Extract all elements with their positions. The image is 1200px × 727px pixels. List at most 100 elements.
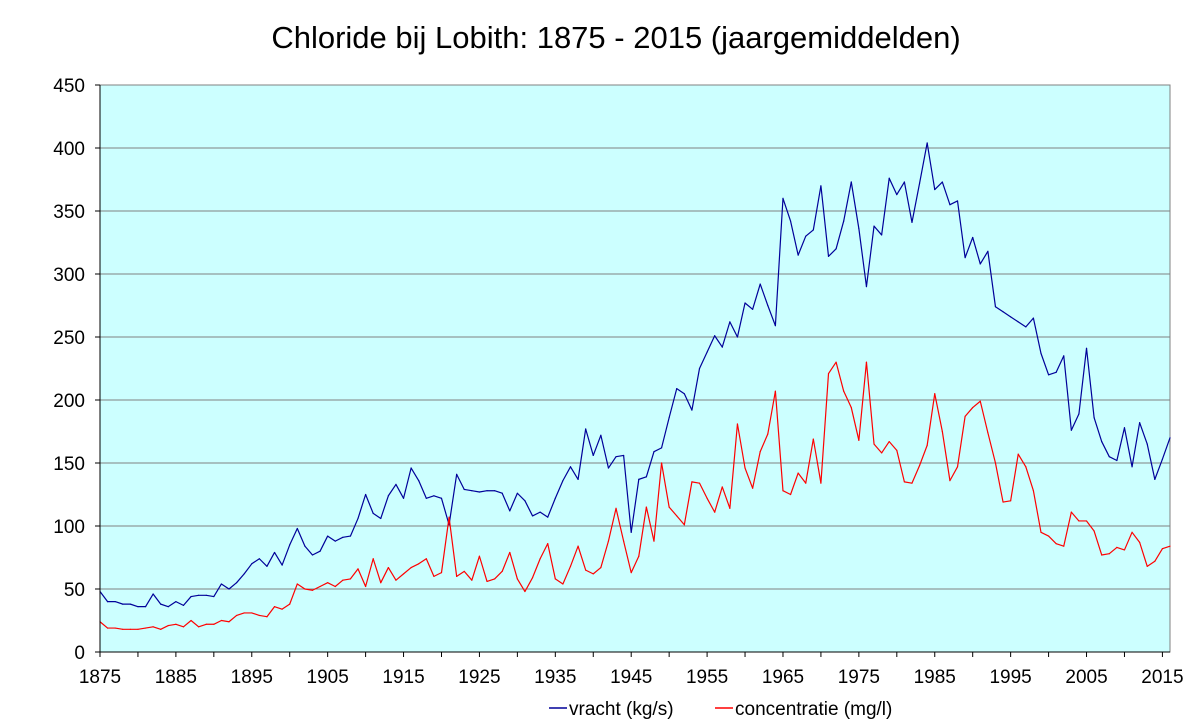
series-1-segment — [865, 361, 875, 445]
y-tick-label: 350 — [53, 202, 85, 223]
series-0-segment — [577, 428, 587, 480]
series-0-segment — [698, 351, 708, 370]
series-1-segment — [638, 506, 647, 557]
series-0-segment — [1032, 317, 1042, 354]
series-0-segment — [1123, 427, 1133, 468]
series-1-segment — [721, 486, 731, 509]
series-1-segment — [683, 481, 693, 526]
series-1-segment — [888, 440, 898, 451]
series-1-segment — [380, 566, 389, 584]
series-0-segment — [592, 434, 602, 457]
series-0-segment — [365, 493, 374, 515]
series-1-segment — [281, 603, 291, 610]
series-0-segment — [357, 493, 367, 520]
series-1-segment — [509, 551, 518, 580]
series-0-segment — [683, 393, 693, 411]
legend-label: concentratie (mg/l) — [735, 699, 892, 720]
series-0-segment — [1078, 347, 1088, 415]
y-tick-label: 400 — [53, 139, 85, 160]
series-1-segment — [903, 481, 913, 484]
series-0-segment — [129, 603, 139, 608]
series-1-segment — [137, 627, 147, 630]
series-1-segment — [562, 565, 572, 585]
series-1-segment — [881, 440, 890, 454]
series-1-segment — [569, 545, 579, 567]
series-0-segment — [144, 593, 154, 608]
series-0-segment — [304, 545, 314, 556]
plot-area — [99, 84, 1171, 653]
series-0-segment — [319, 535, 329, 552]
series-1-segment — [365, 558, 374, 588]
series-1-segment — [820, 372, 830, 484]
series-1-segment — [319, 582, 329, 588]
series-1-segment — [334, 579, 344, 588]
y-tick-label: 0 — [74, 643, 85, 664]
series-1-segment — [1093, 530, 1103, 556]
series-1-segment — [182, 619, 192, 628]
series-1-segment — [873, 443, 883, 454]
series-0-segment — [258, 558, 268, 567]
series-0-segment — [160, 603, 169, 608]
series-1-segment — [190, 619, 200, 628]
series-1-segment — [585, 569, 594, 575]
series-1-segment — [577, 545, 587, 571]
series-1-segment — [1025, 466, 1035, 492]
series-1-segment — [858, 361, 868, 441]
series-1-segment — [1017, 453, 1027, 468]
series-1-segment — [433, 572, 443, 578]
series-1-segment — [600, 540, 610, 569]
series-0-segment — [251, 558, 260, 565]
series-1-segment — [729, 423, 739, 509]
series-0-segment — [873, 225, 883, 236]
x-tick-label: 1915 — [382, 667, 424, 688]
x-tick-label: 1905 — [307, 667, 349, 688]
grid-lines — [100, 147, 1170, 590]
series-0-segment — [190, 594, 200, 598]
x-tick-label: 1935 — [534, 667, 576, 688]
series-0-segment — [456, 473, 465, 491]
series-0-segment — [213, 583, 223, 598]
series-1-segment — [812, 438, 822, 484]
series-0-segment — [1063, 355, 1072, 431]
series-0-segment — [349, 517, 359, 537]
series-1-segment — [198, 623, 207, 628]
series-0-segment — [1040, 352, 1050, 376]
x-tick-label: 2015 — [1141, 667, 1183, 688]
series-1-segment — [918, 444, 928, 467]
series-0-segment — [623, 454, 632, 533]
series-1-segment — [1108, 546, 1118, 555]
legend: vracht (kg/s) concentratie (mg/l) — [549, 699, 892, 720]
series-1-segment — [630, 555, 640, 574]
series-0-segment — [531, 511, 541, 517]
series-1-segment — [160, 624, 169, 630]
series-0-segment — [752, 283, 761, 310]
series-1-segment — [1040, 531, 1050, 537]
series-1-segment — [782, 490, 792, 496]
series-1-segment — [1146, 560, 1156, 567]
series-0-segment — [691, 367, 701, 411]
series-1-segment — [296, 583, 306, 590]
series-0-segment — [1146, 443, 1156, 480]
series-1-segment — [714, 486, 723, 513]
series-0-segment — [205, 594, 215, 598]
series-1-segment — [1131, 531, 1141, 543]
series-0-segment — [289, 527, 298, 546]
series-1-segment — [759, 433, 769, 453]
series-1-segment — [1070, 511, 1080, 522]
series-1-segment — [691, 481, 701, 484]
series-1-segment — [1123, 531, 1133, 551]
series-0-segment — [167, 600, 177, 608]
series-1-segment — [1154, 548, 1164, 562]
series-0-segment — [1002, 311, 1012, 318]
series-0-segment — [767, 304, 776, 327]
series-1-segment — [805, 438, 814, 484]
series-1-segment — [425, 558, 435, 578]
series-0-segment — [1047, 371, 1057, 376]
series-1-segment — [1047, 535, 1057, 545]
series-0-segment — [273, 551, 283, 566]
series-1-segment — [850, 406, 860, 441]
series-1-segment — [372, 558, 382, 584]
series-0-segment — [987, 250, 997, 308]
series-1-segment — [1139, 541, 1148, 567]
